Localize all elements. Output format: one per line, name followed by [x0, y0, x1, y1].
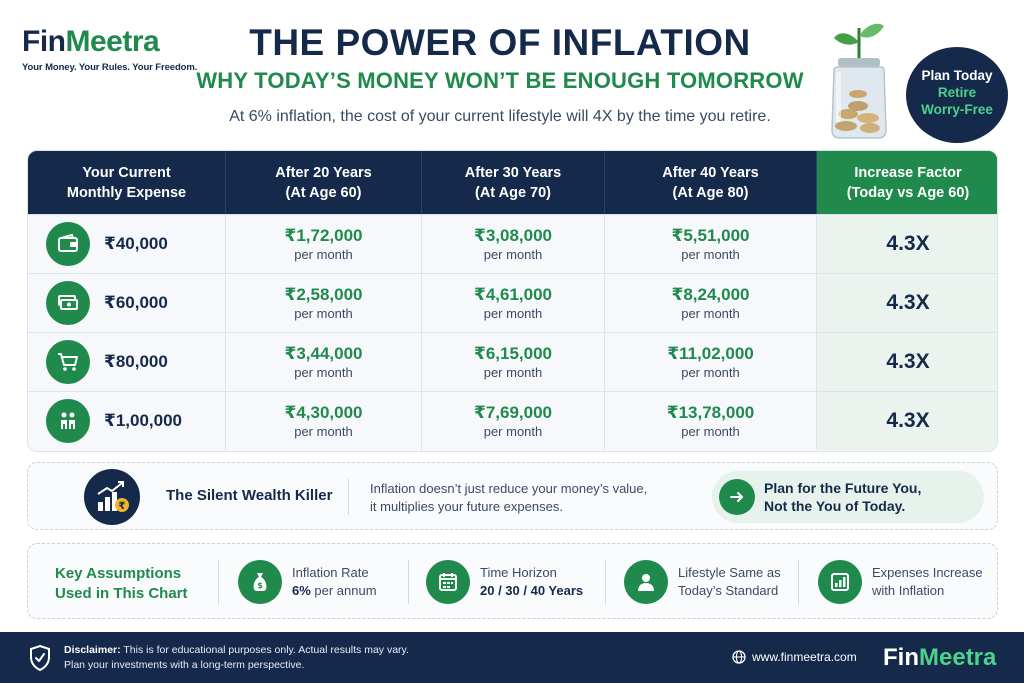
wallet-icon — [46, 222, 90, 266]
table-row: ₹60,000 ₹2,58,000 per month ₹4,61,000 per … — [28, 273, 997, 332]
brand-logo: FinMeetra Your Money. Your Rules. Your F… — [22, 25, 198, 74]
after-20-years-cell: ₹2,58,000 per month — [226, 274, 422, 332]
inflation-table: Your Current Monthly Expense After 20 Yea… — [27, 150, 998, 452]
assumption-expenses-increase: Expenses Increase with Inflation — [818, 558, 983, 606]
after-30-years-cell: ₹3,08,000 per month — [422, 215, 605, 273]
current-expense-cell: ₹60,000 — [28, 274, 226, 332]
increase-factor-cell: 4.3X — [817, 333, 997, 391]
increase-factor-cell: 4.3X — [817, 215, 997, 273]
header-increase-factor: Increase Factor (Today vs Age 60) — [817, 151, 997, 214]
logo-wordmark: FinMeetra — [22, 25, 160, 58]
cart-icon — [46, 340, 90, 384]
logo-tagline: Your Money. Your Rules. Your Freedom. — [22, 62, 198, 73]
footer: Disclaimer: This is for educational purp… — [0, 632, 1024, 683]
svg-text:$: $ — [257, 581, 263, 590]
table-header: Your Current Monthly Expense After 20 Yea… — [28, 151, 997, 214]
after-40-years-cell: ₹13,78,000 per month — [605, 392, 817, 450]
after-20-years-cell: ₹4,30,000 per month — [226, 392, 422, 450]
after-40-years-cell: ₹8,24,000 per month — [605, 274, 817, 332]
increase-factor-cell: 4.3X — [817, 274, 997, 332]
family-icon — [46, 399, 90, 443]
disclaimer-text: Disclaimer: This is for educational purp… — [64, 644, 409, 671]
key-assumptions-box: Key Assumptions Used in This Chart $ Inf… — [27, 543, 998, 619]
plan-future-callout: Plan for the Future You, Not the You of … — [712, 471, 984, 523]
header-current-expense: Your Current Monthly Expense — [28, 151, 226, 214]
divider — [218, 560, 219, 604]
money-bag-icon: $ — [238, 560, 282, 604]
plan-today-badge: Plan Today Retire Worry-Free — [906, 47, 1008, 143]
after-30-years-cell: ₹7,69,000 per month — [422, 392, 605, 450]
after-20-years-cell: ₹1,72,000 per month — [226, 215, 422, 273]
website-link[interactable]: www.finmeetra.com — [732, 650, 857, 664]
after-30-years-cell: ₹4,61,000 per month — [422, 274, 605, 332]
table-row: ₹1,00,000 ₹4,30,000 per month ₹7,69,000 pe… — [28, 391, 997, 450]
after-30-years-cell: ₹6,15,000 per month — [422, 333, 605, 391]
calendar-icon — [426, 560, 470, 604]
divider — [348, 479, 349, 515]
divider — [408, 560, 409, 604]
current-expense-cell: ₹40,000 — [28, 215, 226, 273]
after-40-years-cell: ₹11,02,000 per month — [605, 333, 817, 391]
silent-wealth-killer-text: Inflation doesn’t just reduce your money… — [370, 481, 648, 514]
assumption-lifestyle: Lifestyle Same as Today’s Standard — [624, 558, 781, 606]
increase-factor-cell: 4.3X — [817, 392, 997, 450]
current-expense-cell: ₹1,00,000 — [28, 392, 226, 450]
key-assumptions-title: Key Assumptions Used in This Chart — [55, 565, 188, 602]
svg-text:₹: ₹ — [119, 501, 126, 512]
page-title: THE POWER OF INFLATION — [249, 22, 751, 63]
divider — [605, 560, 606, 604]
assumption-time-horizon: Time Horizon 20 / 30 / 40 Years — [426, 558, 583, 606]
page-tagline: At 6% inflation, the cost of your curren… — [229, 108, 771, 125]
person-icon — [624, 560, 668, 604]
header-after-30-years: After 30 Years (At Age 70) — [422, 151, 605, 214]
after-40-years-cell: ₹5,51,000 per month — [605, 215, 817, 273]
after-20-years-cell: ₹3,44,000 per month — [226, 333, 422, 391]
header-after-20-years: After 20 Years (At Age 60) — [226, 151, 422, 214]
silent-wealth-killer-title: The Silent Wealth Killer — [166, 487, 333, 504]
arrow-right-icon — [719, 479, 755, 515]
money-jar-icon — [831, 23, 887, 139]
shield-check-icon — [30, 644, 50, 672]
table-row: ₹40,000 ₹1,72,000 per month ₹3,08,000 per … — [28, 214, 997, 273]
header-after-40-years: After 40 Years (At Age 80) — [605, 151, 817, 214]
silent-wealth-killer-box: ₹ The Silent Wealth Killer Inflation doe… — [27, 462, 998, 530]
table-row: ₹80,000 ₹3,44,000 per month ₹6,15,000 per … — [28, 332, 997, 391]
globe-icon — [732, 650, 746, 664]
current-expense-cell: ₹80,000 — [28, 333, 226, 391]
bar-chart-icon — [818, 560, 862, 604]
divider — [798, 560, 799, 604]
footer-logo: FinMeetra — [883, 644, 997, 671]
page-subtitle: WHY TODAY’S MONEY WON’T BE ENOUGH TOMORR… — [196, 68, 804, 93]
growth-chart-rupee-icon: ₹ — [84, 469, 140, 525]
cash-icon — [46, 281, 90, 325]
assumption-inflation-rate: $ Inflation Rate 6% per annum — [238, 558, 377, 606]
